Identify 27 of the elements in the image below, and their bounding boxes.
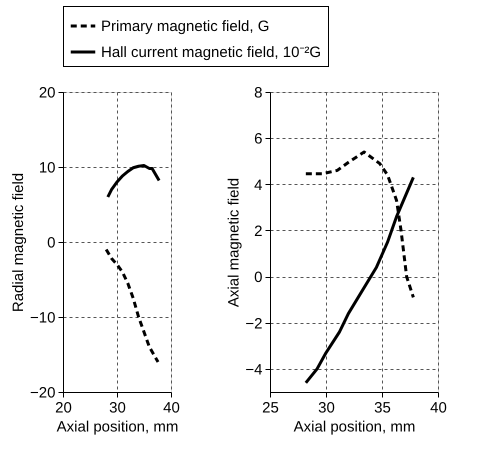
y-tick-label: 10 — [38, 160, 56, 176]
y-axis-title: Radial magnetic field — [10, 172, 28, 312]
y-tick-label: 20 — [38, 84, 56, 102]
line-series — [106, 164, 161, 198]
y-tick-label: −4 — [245, 361, 262, 378]
y-tick-label: 2 — [254, 222, 262, 240]
x-tick-label: 25 — [262, 400, 279, 416]
y-tick-label: 0 — [47, 234, 56, 252]
y-tick-label: 8 — [254, 84, 262, 102]
x-tick-label: 40 — [430, 400, 447, 416]
x-tick-label: 40 — [163, 400, 180, 416]
y-axis-title: Axial magnetic field — [225, 178, 242, 308]
y-tick-label: −10 — [30, 310, 56, 326]
x-tick-label: 30 — [318, 400, 335, 416]
y-tick-label: 6 — [254, 130, 262, 148]
x-tick-label: 30 — [109, 400, 126, 416]
y-tick-label: 4 — [254, 176, 262, 194]
x-axis-title: Axial position, mm — [294, 418, 416, 436]
y-tick-label: −2 — [245, 315, 262, 332]
x-tick-label: 35 — [374, 400, 391, 416]
legend-label: Primary magnetic field, G — [101, 18, 270, 35]
line-series — [104, 248, 160, 364]
y-tick-label: 0 — [254, 269, 262, 286]
legend-label: Hall current magnetic field, 10⁻²G — [101, 44, 322, 61]
x-tick-label: 20 — [55, 400, 72, 416]
y-tick-label: −20 — [30, 384, 56, 402]
x-axis-title: Axial position, mm — [56, 418, 178, 436]
